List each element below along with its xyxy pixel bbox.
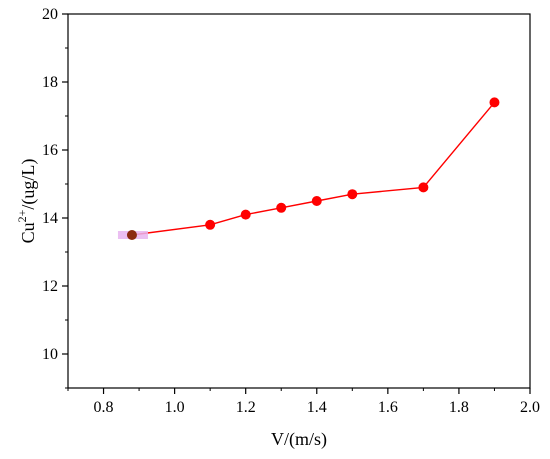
y-axis-title-superscript: 2+ <box>15 209 29 222</box>
y-axis-title-base: Cu <box>18 222 38 243</box>
x-tick-label: 1.0 <box>165 399 185 416</box>
y-axis-title: Cu2+/(ug/L) <box>15 159 39 244</box>
y-tick-label: 14 <box>42 210 58 227</box>
y-tick-label: 18 <box>42 74 58 91</box>
x-axis-title: V/(m/s) <box>271 429 327 450</box>
y-axis-ticks: 10 12 14 16 18 20 <box>42 6 68 389</box>
x-tick-label: 1.2 <box>236 399 256 416</box>
plot-frame <box>67 13 531 389</box>
y-tick-label: 12 <box>42 278 58 295</box>
y-tick-label: 16 <box>42 142 58 159</box>
x-tick-label: 1.8 <box>449 399 469 416</box>
y-axis-title-rest: /(ug/L) <box>18 159 39 210</box>
y-tick-label: 20 <box>42 6 58 23</box>
x-tick-label: 0.8 <box>94 399 114 416</box>
data-point <box>311 196 322 206</box>
x-axis-ticks: 0.8 1.0 1.2 1.4 1.6 1.8 2.0 <box>67 388 540 416</box>
data-point <box>418 182 429 193</box>
data-point <box>126 230 137 240</box>
data-point <box>205 219 216 230</box>
data-point <box>347 189 358 200</box>
data-point <box>276 202 287 213</box>
series-line <box>131 101 495 236</box>
y-tick-label: 10 <box>42 346 58 363</box>
data-point <box>489 97 500 108</box>
plot-area <box>67 13 531 389</box>
data-point <box>240 209 251 220</box>
x-tick-label: 1.6 <box>378 399 398 416</box>
x-tick-label: 1.4 <box>307 399 327 416</box>
series-layer <box>117 97 500 240</box>
x-tick-label: 2.0 <box>520 399 540 416</box>
